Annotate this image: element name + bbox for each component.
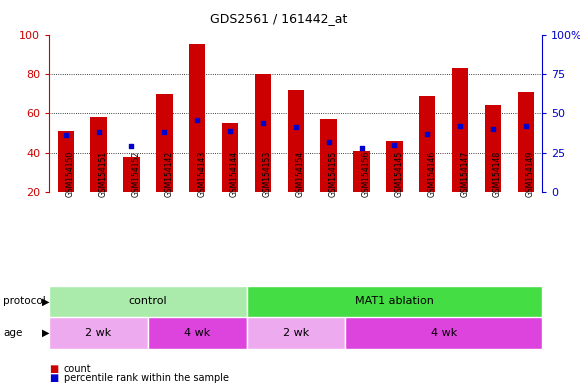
Text: GSM154149: GSM154149 xyxy=(526,151,535,197)
Bar xyxy=(222,123,238,192)
Point xyxy=(423,131,432,137)
Text: age: age xyxy=(3,328,22,338)
Text: GSM154148: GSM154148 xyxy=(493,151,502,197)
Point xyxy=(61,132,70,138)
Text: ■: ■ xyxy=(49,373,59,383)
Point xyxy=(488,126,498,132)
Bar xyxy=(49,286,246,317)
Bar xyxy=(189,45,205,192)
Point xyxy=(357,145,366,151)
Text: GSM154150: GSM154150 xyxy=(66,151,75,197)
Point xyxy=(390,142,399,148)
Text: percentile rank within the sample: percentile rank within the sample xyxy=(64,373,229,383)
Text: 4 wk: 4 wk xyxy=(430,328,457,338)
Bar xyxy=(246,317,345,349)
Bar xyxy=(57,131,74,192)
Point xyxy=(127,143,136,149)
Text: GSM154152: GSM154152 xyxy=(132,151,140,197)
Point xyxy=(258,120,267,126)
Bar xyxy=(517,92,534,192)
Text: ▶: ▶ xyxy=(42,296,50,306)
Point xyxy=(226,127,235,134)
Bar xyxy=(148,317,246,349)
Text: GSM154154: GSM154154 xyxy=(296,151,305,197)
Text: GSM154145: GSM154145 xyxy=(394,151,404,197)
Point xyxy=(291,124,300,131)
Bar xyxy=(255,74,271,192)
Text: GSM154144: GSM154144 xyxy=(230,151,239,197)
Bar xyxy=(345,317,542,349)
Text: 2 wk: 2 wk xyxy=(85,328,112,338)
Text: GSM154142: GSM154142 xyxy=(164,151,173,197)
Text: GSM154153: GSM154153 xyxy=(263,151,272,197)
Text: 2 wk: 2 wk xyxy=(282,328,309,338)
Text: protocol: protocol xyxy=(3,296,46,306)
Bar xyxy=(485,106,501,192)
Point xyxy=(521,123,531,129)
Bar xyxy=(49,317,148,349)
Bar xyxy=(156,94,173,192)
Bar xyxy=(288,90,304,192)
Point xyxy=(160,129,169,135)
Text: GSM154156: GSM154156 xyxy=(361,151,371,197)
Bar xyxy=(386,141,403,192)
Text: ■: ■ xyxy=(49,364,59,374)
Point xyxy=(455,123,465,129)
Bar xyxy=(123,157,140,192)
Text: count: count xyxy=(64,364,92,374)
Point xyxy=(94,129,103,135)
Text: GSM154143: GSM154143 xyxy=(197,151,206,197)
Text: MAT1 ablation: MAT1 ablation xyxy=(355,296,434,306)
Text: GDS2561 / 161442_at: GDS2561 / 161442_at xyxy=(210,12,347,25)
Text: control: control xyxy=(129,296,167,306)
Text: GSM154155: GSM154155 xyxy=(329,151,338,197)
Text: 4 wk: 4 wk xyxy=(184,328,211,338)
Bar xyxy=(246,286,542,317)
Bar xyxy=(452,68,469,192)
Bar xyxy=(320,119,337,192)
Bar xyxy=(419,96,436,192)
Point xyxy=(193,116,202,122)
Text: GSM154151: GSM154151 xyxy=(99,151,108,197)
Point xyxy=(324,139,334,145)
Text: GSM154147: GSM154147 xyxy=(460,151,469,197)
Bar xyxy=(353,151,370,192)
Text: GSM154146: GSM154146 xyxy=(427,151,436,197)
Bar xyxy=(90,117,107,192)
Text: ▶: ▶ xyxy=(42,328,50,338)
